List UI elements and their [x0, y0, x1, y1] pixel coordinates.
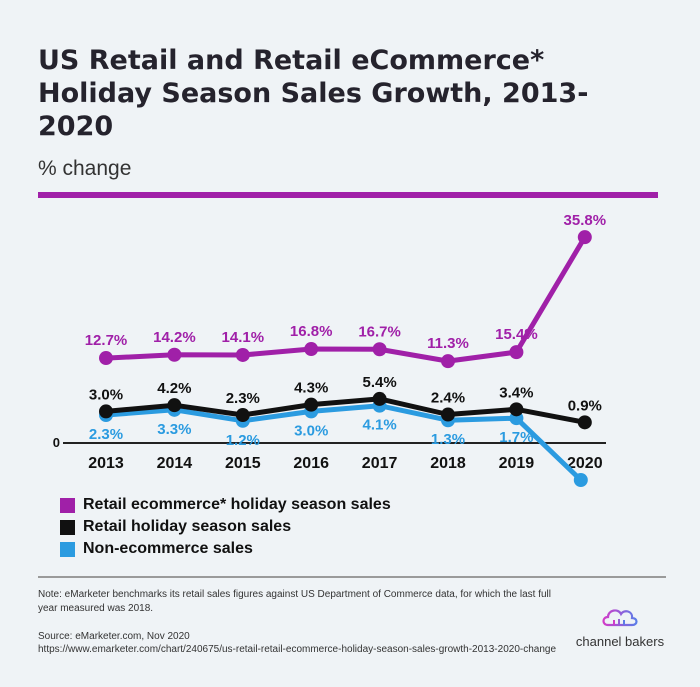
legend-swatch-ecommerce: [60, 497, 75, 513]
data-label: 3.4%: [499, 384, 533, 401]
zero-tick-label: 0: [53, 435, 60, 450]
data-label: 35.8%: [564, 212, 607, 229]
source-text: Source: eMarketer.com, Nov 2020: [38, 631, 190, 642]
x-tick-label: 2015: [225, 455, 261, 472]
data-label: 4.3%: [294, 380, 328, 397]
series-line-2: [105, 403, 583, 482]
footer-divider: [38, 576, 666, 578]
data-point: [304, 342, 319, 357]
logo: channel bakers: [570, 603, 670, 649]
data-label: 16.7%: [358, 323, 401, 340]
data-label: 5.4%: [362, 374, 396, 391]
data-label: 4.1%: [362, 417, 396, 434]
data-label: 11.3%: [427, 335, 469, 352]
data-point: [99, 351, 113, 366]
x-tick-label: 2013: [88, 455, 124, 472]
data-label: 3.0%: [294, 422, 328, 439]
chart-title: US Retail and Retail eCommerce* Holiday …: [38, 45, 589, 142]
data-point: [372, 391, 387, 406]
data-point: [509, 345, 524, 360]
data-label: 2.4%: [431, 390, 465, 407]
series-line-0: [105, 235, 587, 364]
data-label: 14.1%: [222, 329, 265, 346]
data-point: [372, 342, 387, 357]
data-point: [167, 347, 182, 362]
legend-item-retail: Retail holiday season sales: [60, 516, 391, 538]
legend-item-ecommerce: Retail ecommerce* holiday season sales: [60, 494, 391, 516]
cloud-icon: [602, 609, 638, 627]
data-label: 1.7%: [499, 429, 533, 446]
data-label: 15.4%: [495, 326, 538, 343]
data-label: 2.3%: [89, 426, 123, 443]
data-point: [304, 397, 319, 412]
data-point: [509, 402, 524, 417]
data-point: [441, 354, 455, 369]
data-point: [167, 398, 182, 413]
data-point: [577, 415, 592, 430]
data-point: [577, 230, 592, 245]
data-label: 12.7%: [85, 332, 128, 349]
source-url: https://www.emarketer.com/chart/240675/u…: [38, 644, 557, 655]
x-tick-label: 2018: [430, 455, 466, 472]
series-line-1: [105, 396, 586, 425]
data-label: 2.3%: [226, 390, 260, 407]
data-point: [441, 407, 455, 422]
x-tick-label: 2020: [567, 455, 603, 472]
legend-swatch-nonecommerce: [60, 541, 75, 557]
legend-label: Retail ecommerce* holiday season sales: [83, 496, 391, 513]
x-tick-label: 2019: [499, 455, 535, 472]
chart-subtitle: % change: [38, 157, 132, 180]
data-label: 3.3%: [157, 421, 191, 438]
data-label: 4.2%: [157, 380, 191, 397]
data-label: 3.0%: [89, 386, 123, 403]
data-label: 16.8%: [290, 323, 333, 340]
data-label: 14.2%: [153, 329, 196, 346]
data-label: 0.9%: [568, 397, 602, 414]
legend-label: Non-ecommerce sales: [83, 540, 253, 557]
data-point: [235, 347, 250, 362]
legend: Retail ecommerce* holiday season sales R…: [60, 494, 391, 560]
data-label: 1.2%: [226, 432, 260, 449]
accent-bar: [38, 192, 658, 198]
x-tick-label: 2017: [362, 455, 398, 472]
data-label: 1.3%: [431, 431, 465, 448]
legend-item-nonecommerce: Non-ecommerce sales: [60, 538, 391, 560]
data-point: [573, 473, 588, 487]
footer-note: Note: eMarketer benchmarks its retail sa…: [38, 589, 551, 614]
x-tick-label: 2014: [157, 455, 193, 472]
data-point: [99, 404, 113, 419]
legend-swatch-retail: [60, 519, 75, 535]
logo-text: channel bakers: [575, 634, 665, 649]
line-chart: 0 2013 2014 2015 2016 2017 2018 2019 2020 2.3% 3.3…: [53, 212, 607, 487]
data-point: [235, 408, 250, 423]
footer-source: Source: eMarketer.com, Nov 2020 https://…: [38, 630, 558, 656]
legend-label: Retail holiday season sales: [83, 518, 292, 535]
x-tick-label: 2016: [293, 455, 329, 472]
